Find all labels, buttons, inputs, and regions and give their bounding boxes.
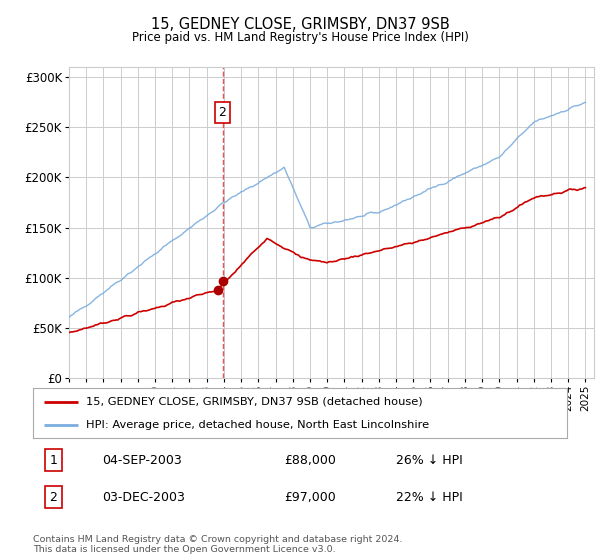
Text: 22% ↓ HPI: 22% ↓ HPI <box>396 491 463 504</box>
Text: £97,000: £97,000 <box>284 491 336 504</box>
Text: 04-SEP-2003: 04-SEP-2003 <box>103 454 182 467</box>
Text: Contains HM Land Registry data © Crown copyright and database right 2024.
This d: Contains HM Land Registry data © Crown c… <box>33 535 403 554</box>
Text: 15, GEDNEY CLOSE, GRIMSBY, DN37 9SB: 15, GEDNEY CLOSE, GRIMSBY, DN37 9SB <box>151 17 449 32</box>
Text: £88,000: £88,000 <box>284 454 336 467</box>
Text: 1: 1 <box>49 454 57 467</box>
Text: 03-DEC-2003: 03-DEC-2003 <box>103 491 185 504</box>
Text: HPI: Average price, detached house, North East Lincolnshire: HPI: Average price, detached house, Nort… <box>86 421 430 430</box>
Text: Price paid vs. HM Land Registry's House Price Index (HPI): Price paid vs. HM Land Registry's House … <box>131 31 469 44</box>
Text: 26% ↓ HPI: 26% ↓ HPI <box>396 454 463 467</box>
Text: 2: 2 <box>218 106 226 119</box>
Text: 2: 2 <box>49 491 57 504</box>
Text: 15, GEDNEY CLOSE, GRIMSBY, DN37 9SB (detached house): 15, GEDNEY CLOSE, GRIMSBY, DN37 9SB (det… <box>86 396 423 407</box>
